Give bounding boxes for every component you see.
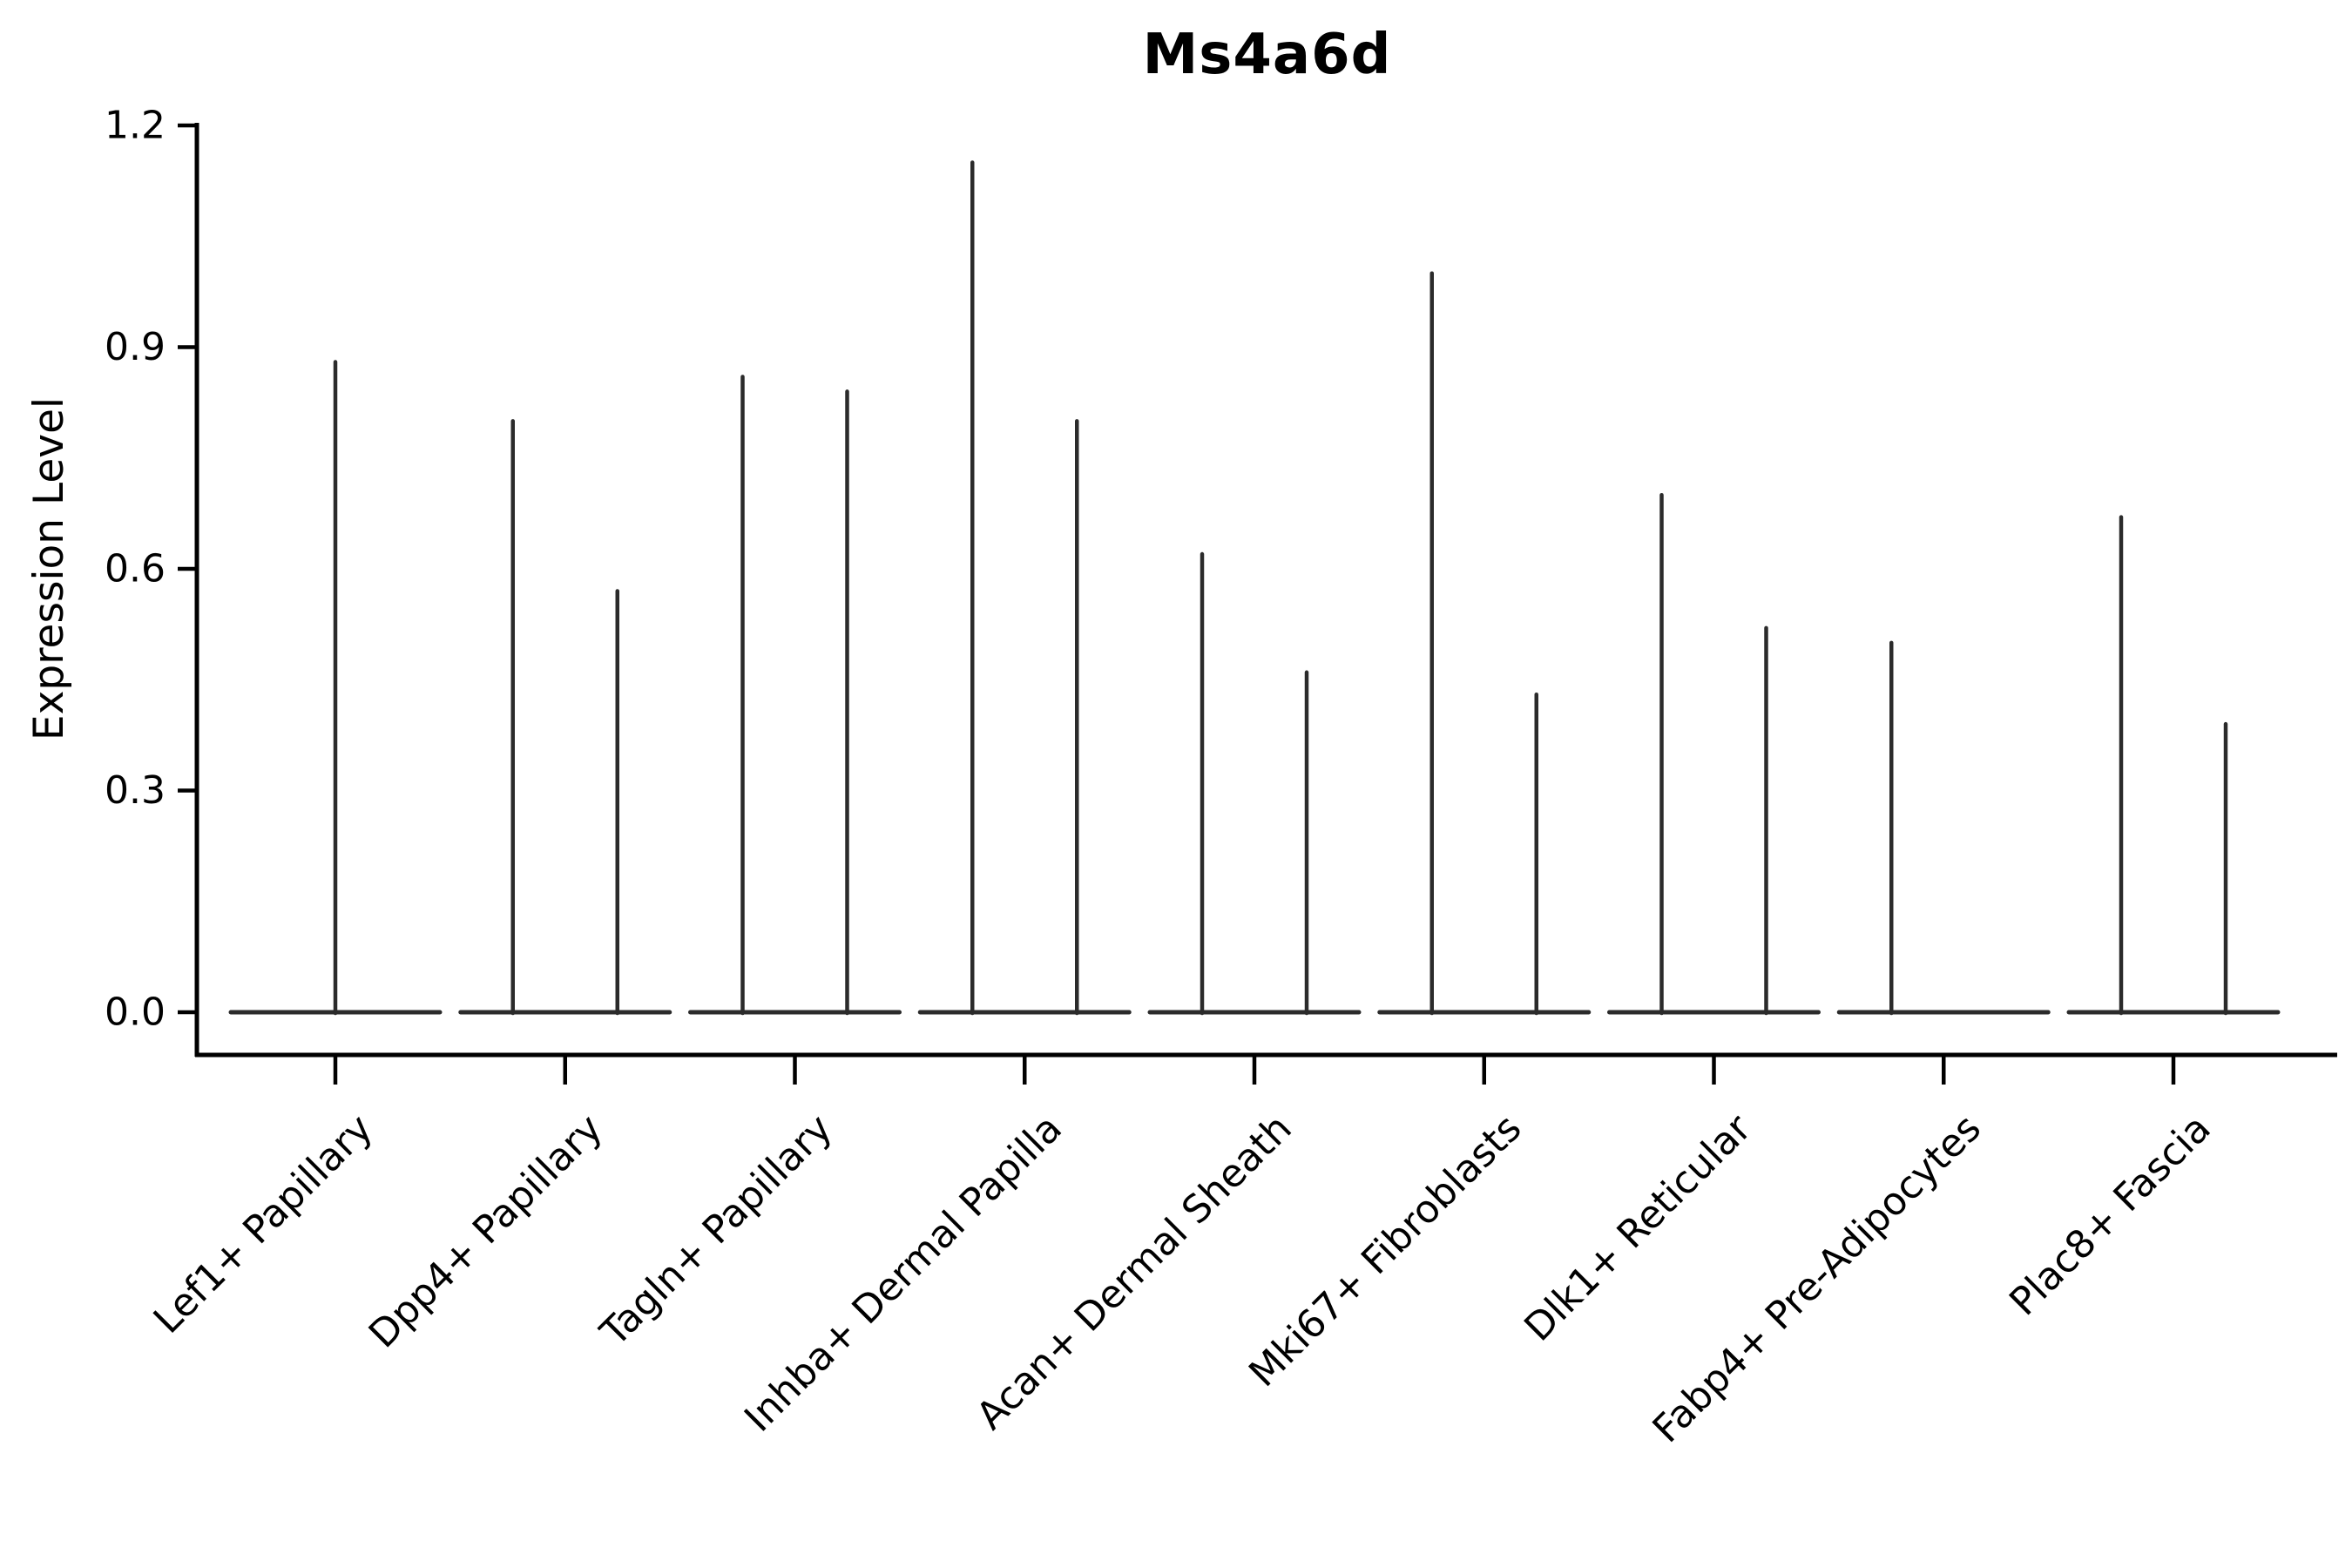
x-tick-label: Lef1+ Papillary <box>145 1106 382 1342</box>
x-tick-label: Dlk1+ Reticular <box>1516 1105 1761 1350</box>
y-tick-label: 0.0 <box>105 990 166 1035</box>
y-tick-label: 0.6 <box>105 547 166 591</box>
chart-title: Ms4a6d <box>1142 23 1392 87</box>
y-tick-label: 0.3 <box>105 768 166 813</box>
x-tick-label: Tagln+ Papillary <box>591 1106 841 1355</box>
y-tick-label: 1.2 <box>105 104 166 148</box>
y-tick-label: 0.9 <box>105 325 166 369</box>
y-axis-label: Expression Level <box>25 397 73 740</box>
x-tick-label: Dpp4+ Papillary <box>361 1106 612 1357</box>
x-tick-label: Plac8+ Fascia <box>2001 1106 2220 1325</box>
